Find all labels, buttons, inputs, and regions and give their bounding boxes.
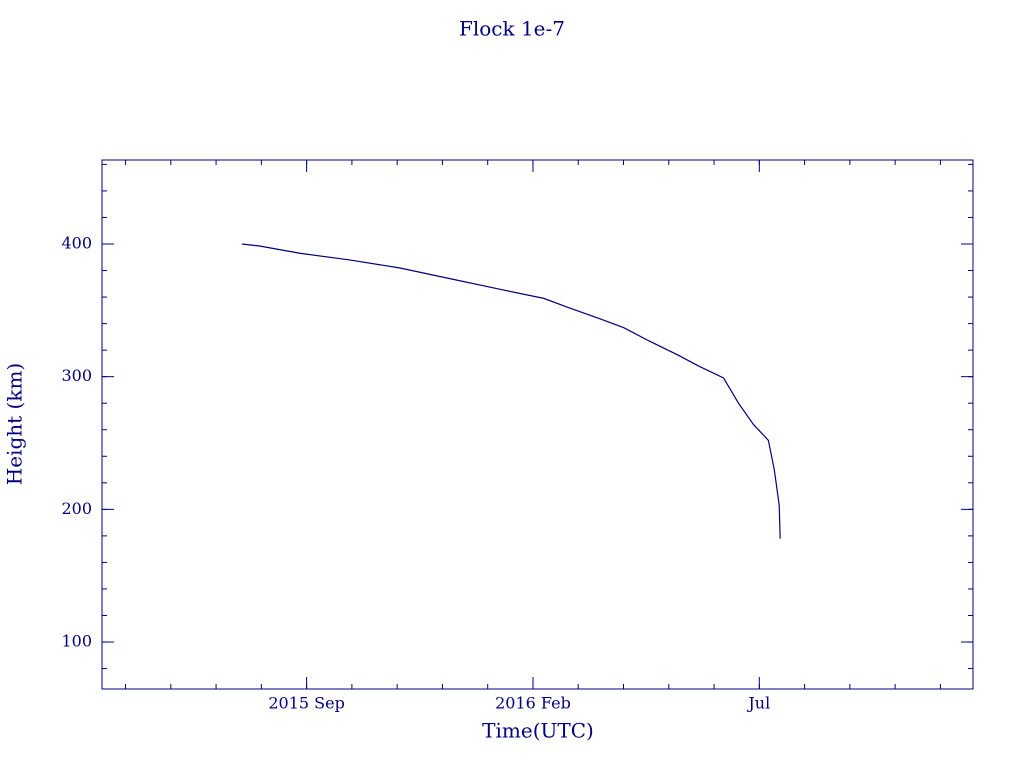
y-tick-label: 100 (61, 632, 92, 651)
line (241, 243, 781, 539)
chart-title: Flock 1e-7 (459, 17, 565, 41)
x-tick-label: 2016 Feb (495, 694, 571, 713)
y-tick-label: 400 (61, 233, 92, 252)
x-axis-label: Time(UTC) (482, 719, 594, 743)
y-tick-label: 200 (61, 499, 92, 518)
plot-frame (101, 159, 974, 690)
y-tick-label: 300 (61, 366, 92, 385)
x-tick-label: 2015 Sep (268, 694, 344, 713)
x-tick-label: Jul (746, 694, 770, 713)
y-axis-label: Height (km) (3, 363, 27, 485)
